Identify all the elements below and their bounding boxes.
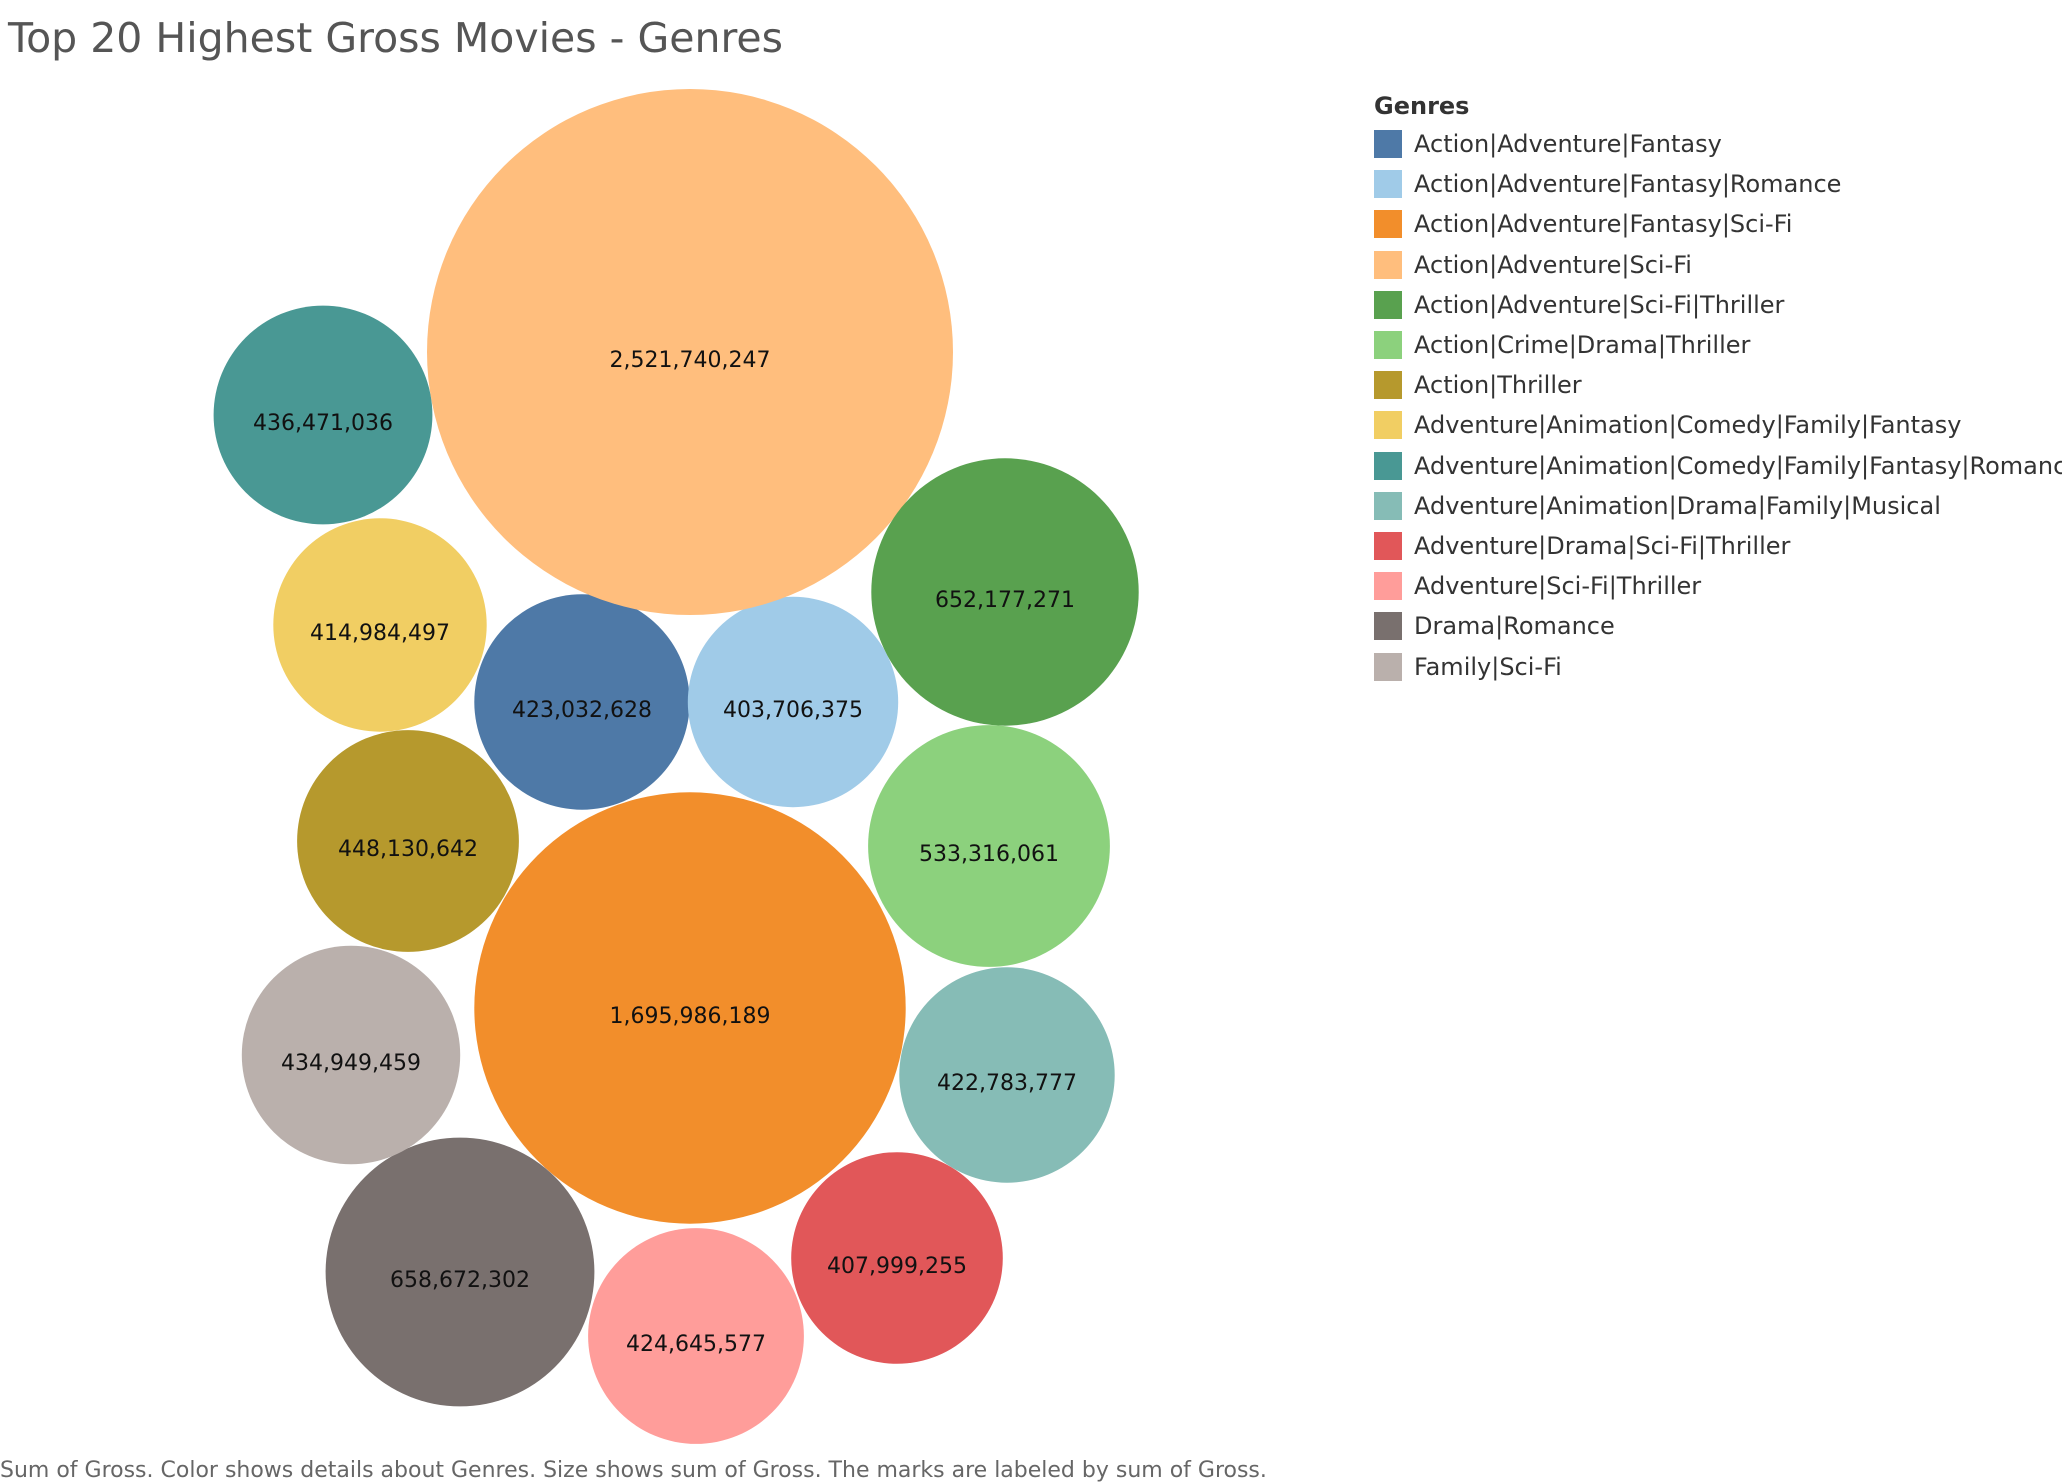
- legend-item-adventure-animation-comedy-family-fantasy-romance[interactable]: Adventure|Animation|Comedy|Family|Fantas…: [1374, 446, 2062, 486]
- bubble-action-adventure-fantasy-sci-fi[interactable]: [474, 792, 906, 1224]
- bubble-adventure-animation-drama-family-musical[interactable]: [899, 967, 1115, 1183]
- legend-swatch: [1374, 170, 1402, 199]
- legend-swatch: [1374, 130, 1402, 159]
- legend-title: Genres: [1374, 92, 1470, 120]
- legend-label: Adventure|Drama|Sci-Fi|Thriller: [1414, 531, 1791, 560]
- bubble-label-action-crime-drama-thriller: 533,316,061: [919, 842, 1059, 867]
- bubble-action-adventure-sci-fi[interactable]: [427, 89, 953, 615]
- legend-label: Action|Adventure|Sci-Fi|Thriller: [1414, 290, 1785, 319]
- bubble-action-crime-drama-thriller[interactable]: [868, 725, 1110, 967]
- bubble-label-action-adventure-fantasy: 423,032,628: [512, 698, 652, 723]
- bubble-label-adventure-drama-sci-fi-thriller: 407,999,255: [827, 1254, 967, 1279]
- bubble-adventure-drama-sci-fi-thriller[interactable]: [791, 1152, 1003, 1364]
- legend-items: Action|Adventure|Fantasy Action|Adventure…: [1374, 124, 2062, 687]
- legend-item-action-adventure-fantasy-sci-fi[interactable]: Action|Adventure|Fantasy|Sci-Fi: [1374, 204, 2062, 244]
- legend-swatch: [1374, 531, 1402, 560]
- legend-label: Adventure|Animation|Comedy|Family|Fantas…: [1414, 411, 1962, 440]
- bubble-label-action-adventure-sci-fi: 2,521,740,247: [610, 348, 771, 373]
- legend: Genres Action|Adventure|Fantasy Action|Ad…: [1374, 92, 2062, 687]
- bubble-label-action-adventure-sci-fi-thriller: 652,177,271: [935, 588, 1075, 613]
- legend-label: Adventure|Animation|Drama|Family|Musical: [1414, 491, 1941, 520]
- legend-swatch: [1374, 451, 1402, 480]
- legend-label: Action|Adventure|Fantasy|Sci-Fi: [1414, 210, 1793, 239]
- legend-swatch: [1374, 572, 1402, 601]
- bubble-label-family-sci-fi: 434,949,459: [281, 1051, 421, 1076]
- legend-swatch: [1374, 290, 1402, 319]
- legend-item-action-thriller[interactable]: Action|Thriller: [1374, 365, 2062, 405]
- legend-label: Action|Adventure|Fantasy|Romance: [1414, 170, 1842, 199]
- bubble-label-action-adventure-fantasy-sci-fi: 1,695,986,189: [610, 1004, 771, 1029]
- bubble-label-drama-romance: 658,672,302: [390, 1268, 530, 1293]
- bubble-label-adventure-animation-comedy-family-fantasy-romance: 436,471,036: [253, 411, 393, 436]
- legend-swatch: [1374, 331, 1402, 360]
- bubble-family-sci-fi[interactable]: [241, 945, 461, 1165]
- legend-item-adventure-drama-sci-fi-thriller[interactable]: Adventure|Drama|Sci-Fi|Thriller: [1374, 526, 2062, 566]
- bubble-label-action-adventure-fantasy-romance: 403,706,375: [723, 698, 863, 723]
- legend-label: Action|Crime|Drama|Thriller: [1414, 331, 1751, 360]
- legend-label: Family|Sci-Fi: [1414, 652, 1562, 681]
- legend-item-adventure-animation-comedy-family-fantasy[interactable]: Adventure|Animation|Comedy|Family|Fantas…: [1374, 405, 2062, 445]
- bubble-adventure-sci-fi-thriller[interactable]: [588, 1228, 804, 1444]
- bubble-label-adventure-animation-drama-family-musical: 422,783,777: [937, 1071, 1077, 1096]
- legend-item-adventure-animation-drama-family-musical[interactable]: Adventure|Animation|Drama|Family|Musical: [1374, 486, 2062, 526]
- legend-item-drama-romance[interactable]: Drama|Romance: [1374, 606, 2062, 646]
- bubble-label-adventure-sci-fi-thriller: 424,645,577: [626, 1332, 766, 1357]
- legend-swatch: [1374, 612, 1402, 641]
- chart-caption: Sum of Gross. Color shows details about …: [0, 1458, 1267, 1483]
- legend-label: Adventure|Animation|Comedy|Family|Fantas…: [1414, 451, 2062, 480]
- bubble-drama-romance[interactable]: [325, 1137, 595, 1407]
- legend-item-family-sci-fi[interactable]: Family|Sci-Fi: [1374, 646, 2062, 686]
- bubble-action-adventure-sci-fi-thriller[interactable]: [871, 458, 1139, 726]
- legend-swatch: [1374, 411, 1402, 440]
- legend-label: Action|Adventure|Fantasy: [1414, 130, 1722, 159]
- bubble-adventure-animation-comedy-family-fantasy-romance[interactable]: [213, 305, 433, 525]
- legend-item-action-adventure-sci-fi[interactable]: Action|Adventure|Sci-Fi: [1374, 245, 2062, 285]
- bubble-label-action-thriller: 448,130,642: [338, 837, 478, 862]
- legend-swatch: [1374, 652, 1402, 681]
- legend-label: Drama|Romance: [1414, 612, 1615, 641]
- legend-swatch: [1374, 250, 1402, 279]
- legend-swatch: [1374, 371, 1402, 400]
- bubble-action-adventure-fantasy[interactable]: [474, 594, 690, 810]
- legend-swatch: [1374, 210, 1402, 239]
- legend-label: Adventure|Sci-Fi|Thriller: [1414, 572, 1702, 601]
- legend-item-action-adventure-fantasy-romance[interactable]: Action|Adventure|Fantasy|Romance: [1374, 164, 2062, 204]
- bubble-adventure-animation-comedy-family-fantasy[interactable]: [273, 518, 487, 732]
- legend-item-adventure-sci-fi-thriller[interactable]: Adventure|Sci-Fi|Thriller: [1374, 566, 2062, 606]
- bubble-label-adventure-animation-comedy-family-fantasy: 414,984,497: [310, 621, 450, 646]
- chart-title: Top 20 Highest Gross Movies - Genres: [8, 14, 783, 62]
- legend-item-action-crime-drama-thriller[interactable]: Action|Crime|Drama|Thriller: [1374, 325, 2062, 365]
- legend-item-action-adventure-fantasy[interactable]: Action|Adventure|Fantasy: [1374, 124, 2062, 164]
- legend-item-action-adventure-sci-fi-thriller[interactable]: Action|Adventure|Sci-Fi|Thriller: [1374, 285, 2062, 325]
- bubble-action-thriller[interactable]: [297, 730, 519, 952]
- legend-swatch: [1374, 491, 1402, 520]
- bubble-chart: 423,032,628 403,706,375 1,695,986,189 2,521…: [213, 89, 1139, 1444]
- legend-label: Action|Thriller: [1414, 371, 1582, 400]
- legend-label: Action|Adventure|Sci-Fi: [1414, 250, 1692, 279]
- bubble-action-adventure-fantasy-romance[interactable]: [687, 596, 899, 808]
